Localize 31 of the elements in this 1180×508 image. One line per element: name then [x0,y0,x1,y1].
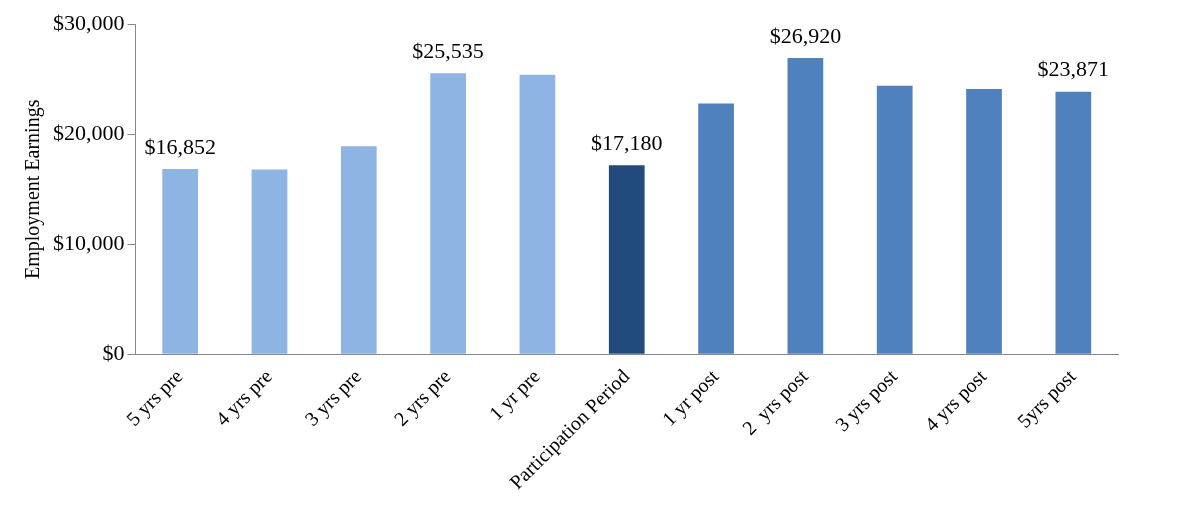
x-tick-label: 4 yrs pre [210,364,277,431]
x-tick-label: 1 yr pre [484,364,545,426]
x-tick-label: 5 yrs pre [121,364,188,431]
bar [162,168,199,354]
bar [1055,91,1092,354]
data-label: $17,180 [591,130,663,156]
x-tick-label: 4 yrs post [920,364,992,437]
x-tick-label: 3 yrs pre [300,364,367,431]
bar [876,85,913,354]
y-axis-title: Employment Earnings [21,99,45,279]
bar [430,73,466,354]
x-tick-label: 5yrs post [1012,364,1081,433]
y-tick-label: $10,000 [53,230,125,256]
data-label: $23,871 [1037,56,1110,82]
y-tick-label: $20,000 [53,120,125,146]
x-tick-label: 1 yr post [657,364,724,431]
x-tick-label: 2 yrs post [737,364,813,440]
bar [787,58,824,354]
bar [251,169,288,354]
data-label: $16,852 [144,133,216,159]
bar [698,103,734,354]
bar [966,89,1002,354]
bar [608,165,645,354]
data-label: $26,920 [769,22,842,48]
bar [519,74,556,354]
y-tick-label: $0 [102,340,125,366]
bar [340,146,377,354]
x-tick-label: 3 yrs post [830,364,903,437]
y-tick-label: $30,000 [53,9,125,35]
data-label: $25,535 [412,38,484,64]
x-tick-label: 2 yrs pre [389,364,456,431]
